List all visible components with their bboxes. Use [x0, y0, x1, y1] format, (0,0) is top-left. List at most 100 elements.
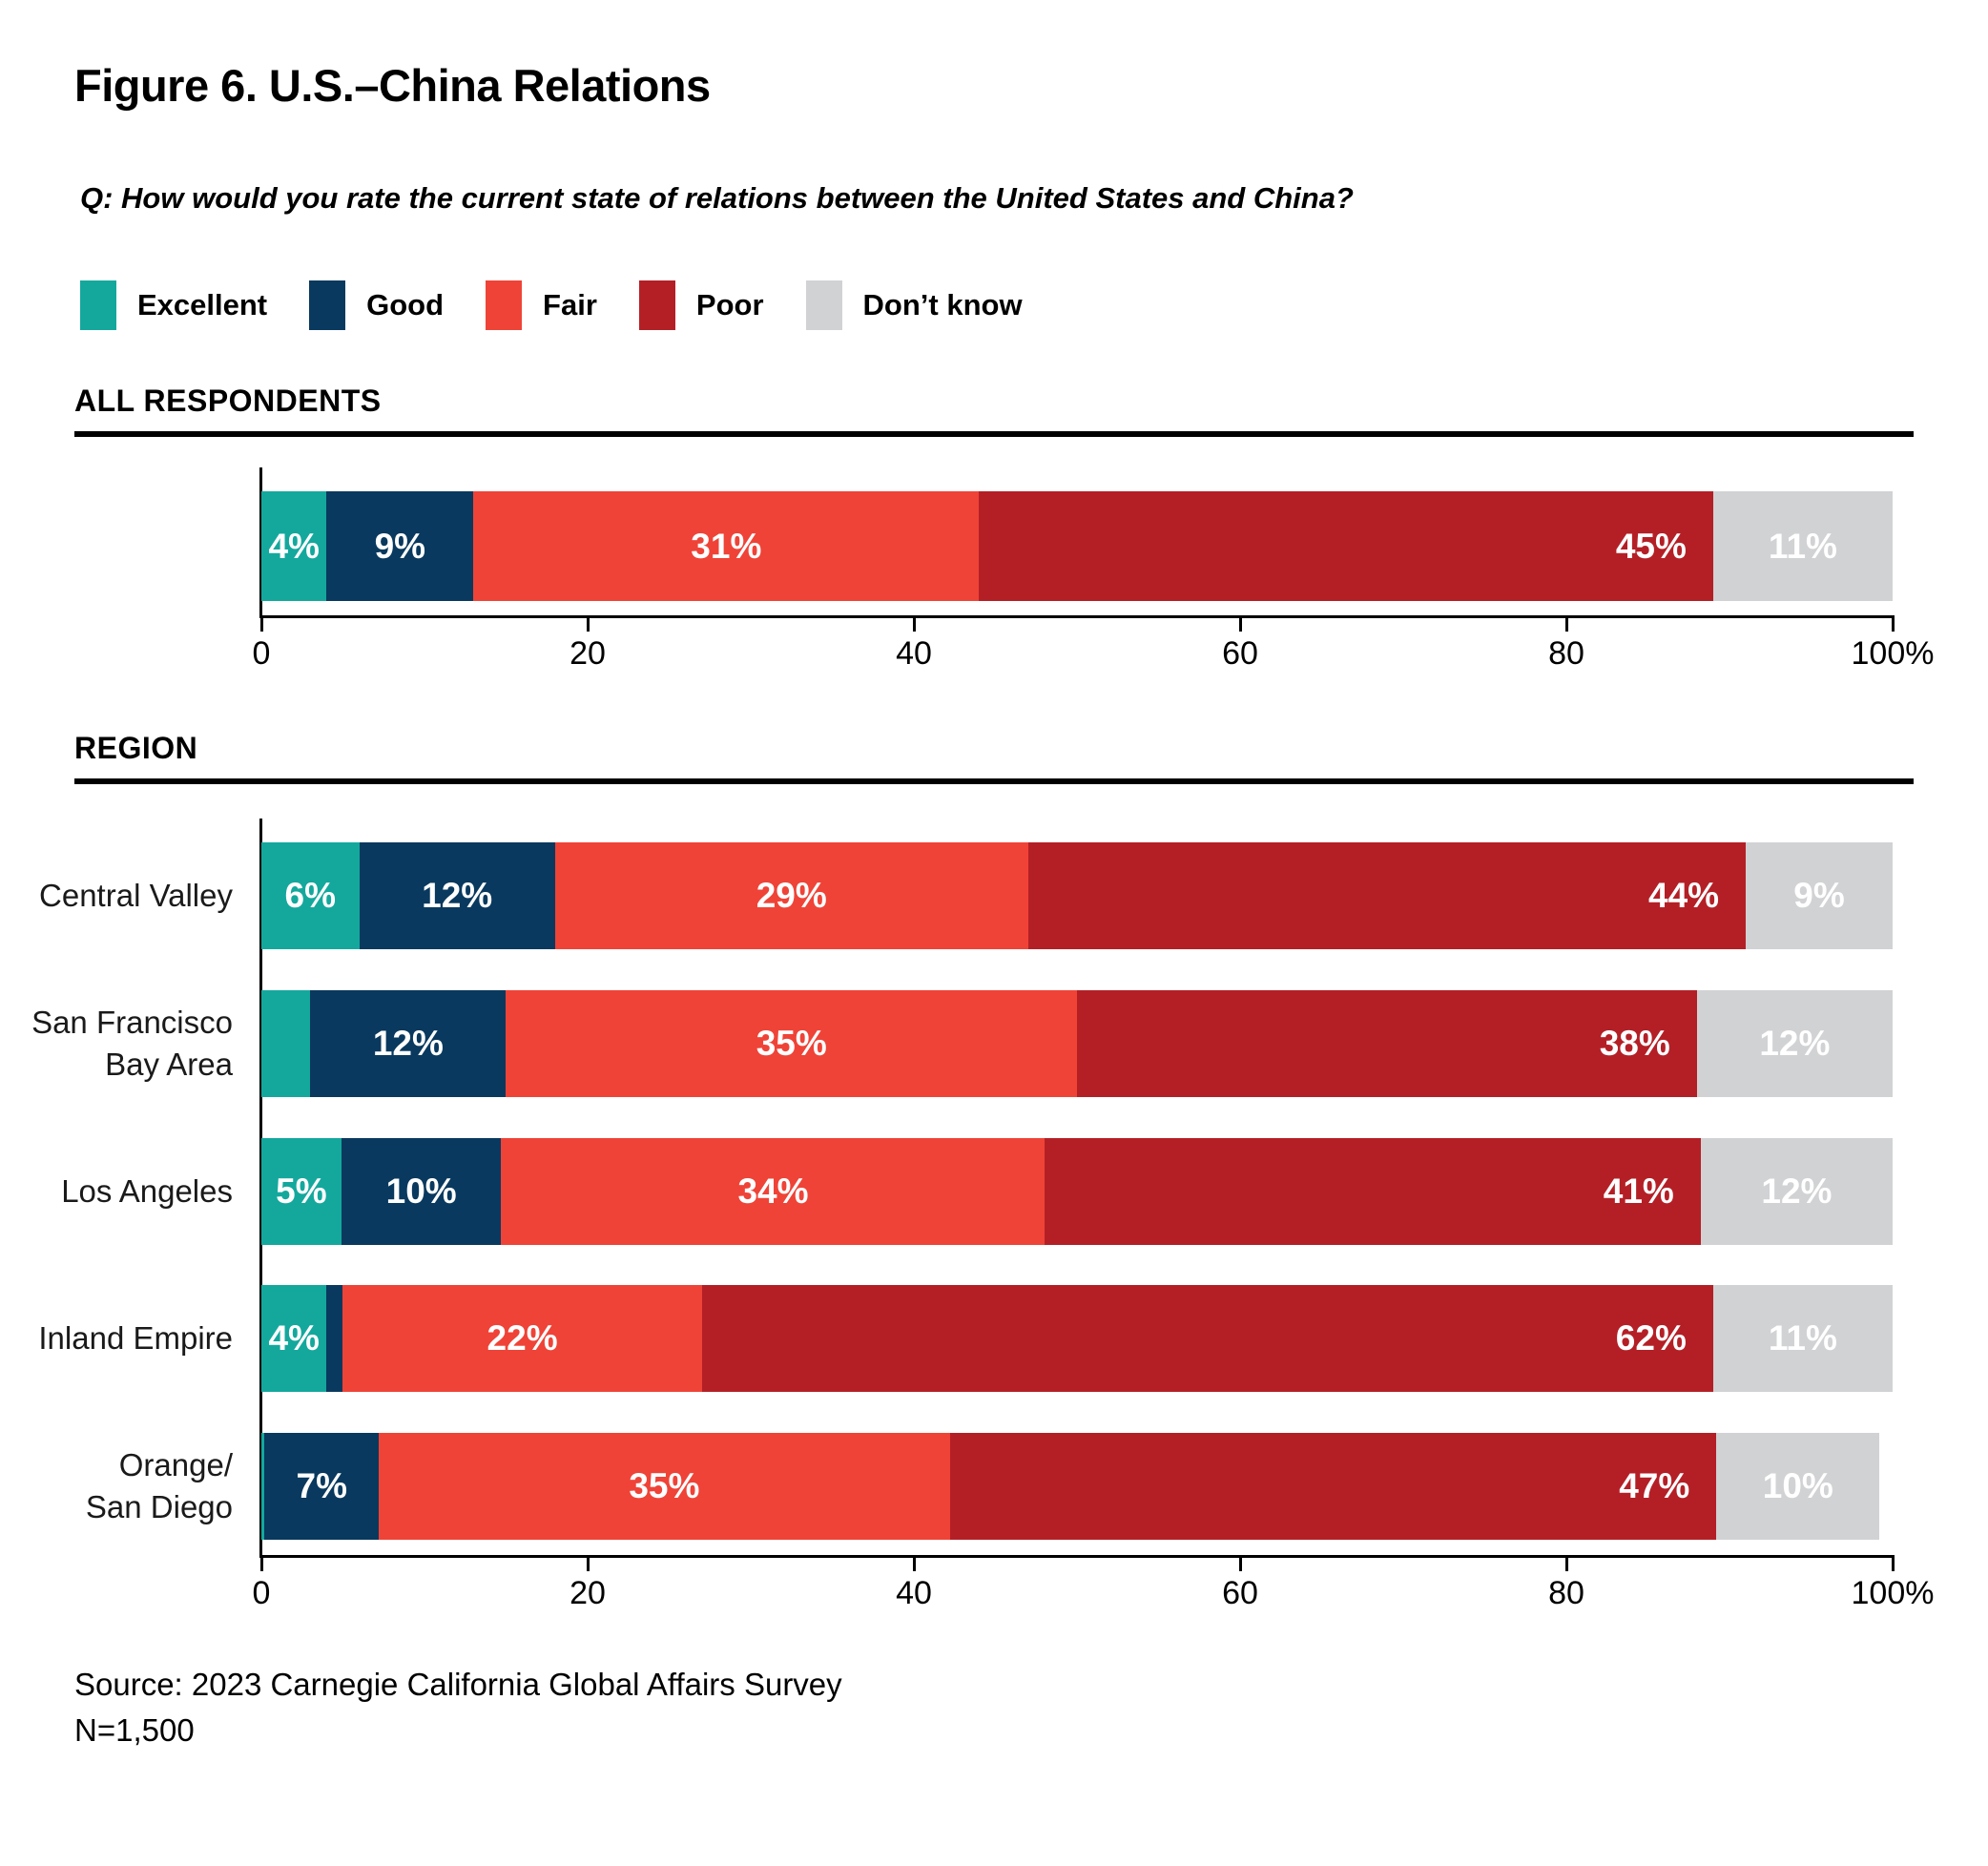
bar-segment-excellent	[261, 1433, 265, 1540]
y-axis-line	[259, 819, 262, 1558]
bar-category-label-line: Orange/	[118, 1447, 233, 1482]
bar-segment-poor: 62%	[701, 1285, 1713, 1393]
x-axis-tick	[912, 1558, 916, 1571]
legend-label: Good	[366, 288, 445, 321]
bar-category-label-line: San Diego	[85, 1489, 233, 1524]
legend-label: Fair	[543, 288, 597, 321]
survey-question: Q: How would you rate the current state …	[80, 181, 1354, 215]
bar-segment-value-label: 47%	[1619, 1466, 1690, 1505]
bar-category-label: San Francisco Bay Area	[0, 1002, 233, 1086]
bar-segment-value-label: 12%	[1759, 1023, 1831, 1063]
x-axis-tick-label: 40	[896, 635, 932, 672]
sample-size: N=1,500	[74, 1712, 195, 1748]
bar-segment-poor: 45%	[979, 491, 1713, 601]
bar-segment-good: 12%	[310, 989, 507, 1097]
bar-segment-dont_know: 12%	[1696, 989, 1893, 1097]
bar-segment-value-label: 10%	[1762, 1466, 1833, 1505]
bar-segment-value-label: 9%	[374, 526, 426, 566]
section-rule	[74, 778, 1914, 784]
bar-segment-value-label: 35%	[756, 1023, 827, 1063]
x-axis-tick-label: 40	[896, 1575, 932, 1611]
figure-title: Figure 6. U.S.–China Relations	[74, 60, 711, 111]
bar-category-label: Orange/San Diego	[0, 1444, 233, 1528]
bar-category-label-line: San Francisco	[31, 1004, 233, 1040]
bar-category-label-line: Central Valley	[39, 878, 233, 913]
bar-segment-value-label: 11%	[1768, 526, 1837, 566]
bar-segment-poor: 41%	[1045, 1137, 1701, 1245]
stacked-bar: 12% 35% 38% 12%	[261, 989, 1893, 1097]
x-axis-tick	[1891, 1558, 1895, 1571]
bar-segment-value-label: 11%	[1768, 1318, 1837, 1358]
legend-swatch-icon	[638, 280, 675, 330]
section-heading-all-respondents: ALL RESPONDENTS	[74, 384, 382, 418]
bar-segment-value-label: 31%	[691, 526, 762, 566]
stacked-bar: 7% 35% 47% 10%	[261, 1433, 1893, 1540]
bar-category-label-line: Bay Area	[105, 1046, 233, 1082]
bar-segment-dont_know: 9%	[1746, 842, 1893, 949]
bar-segment-value-label: 12%	[422, 876, 493, 915]
legend-item-excellent: Excellent	[80, 280, 267, 330]
bar-segment-value-label: 38%	[1599, 1023, 1670, 1063]
region-chart: 6% 12% 29% 44% 9% Central Valley 12% 35% 38% 12% S…	[31, 819, 1934, 1639]
x-axis-tick-label: 80	[1548, 1575, 1584, 1611]
bar-segment-poor: 38%	[1076, 989, 1697, 1097]
bar-segment-good: 9%	[326, 491, 474, 601]
bar-segment-poor: 44%	[1027, 842, 1747, 949]
bar-segment-value-label: 4%	[268, 1318, 320, 1358]
bar-segment-value-label: 35%	[629, 1466, 700, 1505]
legend-swatch-icon	[80, 280, 116, 330]
bar-segment-value-label: 4%	[268, 526, 320, 566]
source-line: Source: 2023 Carnegie California Global …	[74, 1667, 842, 1702]
bar-segment-excellent	[261, 989, 311, 1097]
legend-label: Poor	[695, 288, 764, 321]
legend-item-good: Good	[309, 280, 444, 330]
bar-segment-value-label: 6%	[284, 876, 337, 915]
x-axis-tick-label: 60	[1222, 635, 1258, 672]
stacked-bar: 4% 22% 62% 11%	[261, 1285, 1893, 1393]
bar-segment-excellent: 6%	[261, 842, 360, 949]
bar-segment-good: 10%	[341, 1137, 502, 1245]
x-axis-tick	[1564, 1558, 1568, 1571]
legend-swatch-icon	[486, 280, 523, 330]
x-axis-tick-label: 80	[1548, 635, 1584, 672]
bar-segment-good: 12%	[359, 842, 555, 949]
legend-item-dont_know: Don’t know	[805, 280, 1023, 330]
x-axis-tick	[586, 1558, 590, 1571]
x-axis-line	[259, 615, 1895, 618]
bar-category-label: Inland Empire	[0, 1317, 233, 1359]
legend-label: Excellent	[137, 288, 268, 321]
bar-segment-value-label: 9%	[1793, 876, 1845, 915]
bar-category-label-line: Los Angeles	[61, 1172, 233, 1209]
legend-item-poor: Poor	[638, 280, 764, 330]
bar-segment-value-label: 29%	[756, 876, 827, 915]
bar-segment-value-label: 5%	[276, 1171, 327, 1211]
y-axis-line	[259, 467, 262, 618]
bar-segment-value-label: 22%	[487, 1318, 558, 1358]
x-axis-tick-label: 0	[252, 635, 271, 672]
bar-segment-fair: 29%	[554, 842, 1028, 949]
bar-segment-value-label: 12%	[1761, 1171, 1833, 1211]
stacked-bar: 6% 12% 29% 44% 9%	[261, 842, 1893, 949]
bar-category-label-line: Inland Empire	[38, 1320, 233, 1357]
bar-segment-value-label: 34%	[737, 1171, 809, 1211]
bar-segment-excellent: 5%	[261, 1137, 342, 1245]
x-axis-tick	[1238, 618, 1242, 632]
legend-swatch-icon	[805, 280, 842, 330]
x-axis-tick	[259, 618, 263, 632]
bar-segment-value-label: 62%	[1615, 1318, 1687, 1358]
x-axis-tick	[1564, 618, 1568, 632]
source-note: Source: 2023 Carnegie California Global …	[74, 1662, 842, 1753]
bar-segment-dont_know: 11%	[1712, 1285, 1893, 1393]
legend-label: Don’t know	[862, 288, 1023, 321]
bar-segment-value-label: 7%	[296, 1466, 347, 1505]
bar-segment-value-label: 12%	[372, 1023, 444, 1063]
x-axis-tick	[1891, 618, 1895, 632]
bar-segment-dont_know: 10%	[1716, 1433, 1880, 1540]
bar-segment-fair: 34%	[501, 1137, 1046, 1245]
legend-swatch-icon	[309, 280, 346, 330]
all-respondents-chart: 4% 9% 31% 45% 11% 0 20 40 60 80 100%	[253, 467, 1934, 696]
x-axis-tick-label: 0	[252, 1575, 271, 1611]
x-axis-tick	[259, 1558, 263, 1571]
bar-segment-value-label: 10%	[385, 1171, 457, 1211]
bar-segment-good	[326, 1285, 343, 1393]
